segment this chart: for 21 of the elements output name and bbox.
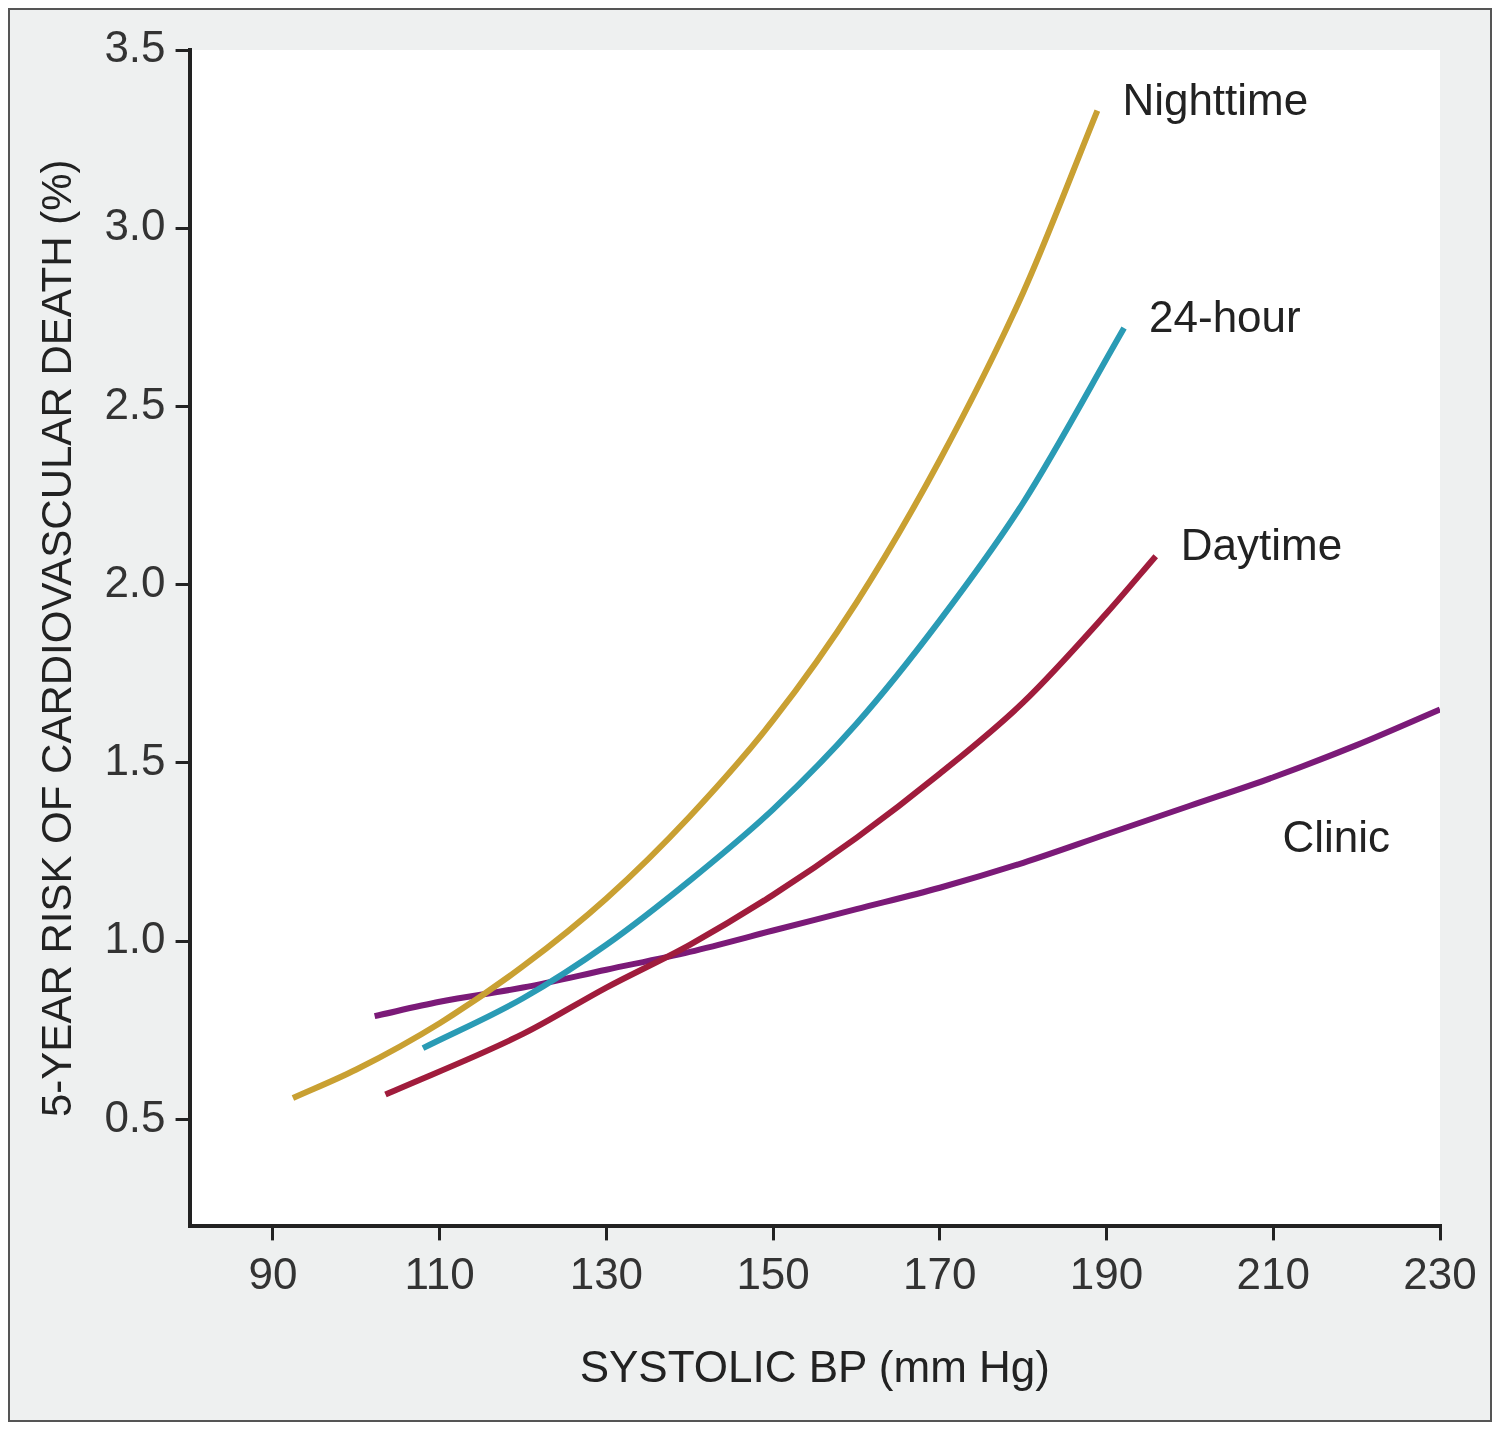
x-axis-title: SYSTOLIC BP (mm Hg) <box>579 1341 1050 1391</box>
series-label: Clinic <box>1282 811 1390 861</box>
series-label: 24-hour <box>1149 292 1301 342</box>
x-tick-label: 90 <box>248 1248 298 1298</box>
y-tick-label: 2.0 <box>104 556 166 606</box>
x-tick-label: 210 <box>1236 1248 1310 1298</box>
series-label: Daytime <box>1180 520 1343 570</box>
x-tick-label: 130 <box>569 1248 644 1298</box>
x-tick-label: 150 <box>736 1248 810 1298</box>
x-tick-label: 190 <box>1069 1248 1144 1298</box>
y-tick-label: 2.5 <box>104 378 166 428</box>
y-axis-title: 5-YEAR RISK OF CARDIOVASCULAR DEATH (%) <box>32 159 80 1117</box>
y-tick-label: 3.5 <box>104 22 166 72</box>
series-label: Nighttime <box>1122 74 1309 124</box>
x-tick-label: 170 <box>903 1248 977 1298</box>
y-tick-label: 1.0 <box>104 913 166 963</box>
x-tick-label: 110 <box>404 1248 475 1298</box>
y-tick-label: 0.5 <box>104 1091 166 1141</box>
x-tick-label: 230 <box>1403 1248 1477 1298</box>
y-tick-label: 3.0 <box>104 200 166 250</box>
y-tick-label: 1.5 <box>104 735 166 785</box>
